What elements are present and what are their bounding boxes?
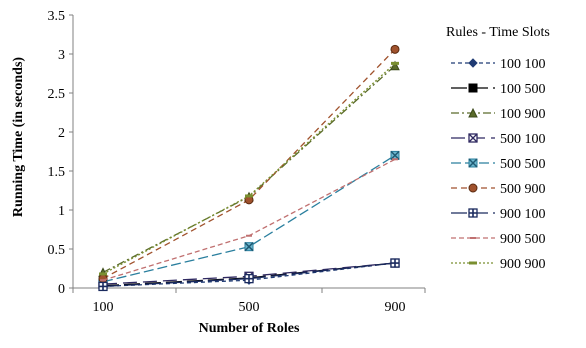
marker-plus-square xyxy=(244,273,254,284)
legend-label: 500 500 xyxy=(500,157,546,172)
marker-diamond xyxy=(468,58,478,68)
legend-item: 500 900 xyxy=(451,182,546,197)
legend-item: 100 500 xyxy=(451,82,546,97)
legend-item: 900 900 xyxy=(451,257,546,272)
series-500-500 xyxy=(98,150,400,287)
marker-bar xyxy=(469,261,477,265)
marker-dash xyxy=(100,279,106,282)
marker-dash xyxy=(470,237,476,239)
series-line xyxy=(102,262,396,288)
legend-item: 100 900 xyxy=(451,107,546,122)
legend-label: 900 900 xyxy=(500,257,546,272)
legend-item: 100 100 xyxy=(451,57,546,72)
y-tick-label: 0.5 xyxy=(48,243,66,258)
y-tick-label: 0 xyxy=(58,282,65,297)
marker-x xyxy=(244,242,254,252)
legend-label: 900 100 xyxy=(500,207,546,222)
marker-circle xyxy=(468,183,478,193)
legend-label: 500 900 xyxy=(500,182,546,197)
marker-bar xyxy=(245,194,253,198)
legend-label: 100 500 xyxy=(500,82,546,97)
legend-label: 100 100 xyxy=(500,57,546,72)
y-axis-title: Running Time (in seconds) xyxy=(11,57,26,217)
marker-triangle xyxy=(468,107,478,118)
y-tick-label: 3 xyxy=(58,48,65,63)
series-line xyxy=(102,158,396,281)
legend-label: 500 100 xyxy=(500,132,546,147)
legend-item: 500 100 xyxy=(451,132,546,147)
plot-area xyxy=(72,15,425,292)
marker-x-square xyxy=(468,133,478,143)
marker-bar xyxy=(99,272,107,276)
series-line xyxy=(102,65,396,273)
legend-label: 100 900 xyxy=(500,107,546,122)
marker-circle xyxy=(390,44,400,54)
series-line xyxy=(102,154,396,283)
marker-circle xyxy=(98,274,108,284)
marker-dash xyxy=(392,158,398,161)
marker-bar xyxy=(391,61,399,65)
marker-dash xyxy=(246,234,252,237)
legend-item: 900 100 xyxy=(451,207,546,222)
marker-plus-square xyxy=(468,208,478,218)
y-tick-label: 1 xyxy=(58,204,65,219)
x-tick-label: 100 xyxy=(93,300,114,315)
marker-triangle xyxy=(390,60,400,71)
marker-square xyxy=(468,83,478,93)
x-tick-label: 500 xyxy=(239,300,260,315)
y-tick-label: 1.5 xyxy=(48,165,66,180)
x-axis-ticks: 100 500 900 xyxy=(72,288,426,315)
y-tick-label: 2 xyxy=(58,126,65,141)
marker-x xyxy=(468,158,478,168)
legend-label: 900 500 xyxy=(500,232,546,247)
legend: Rules - Time Slots 100 100 100 500 100 900… xyxy=(446,25,550,272)
x-tick-label: 900 xyxy=(385,300,406,315)
x-axis-title: Number of Roles xyxy=(199,321,300,336)
legend-item: 900 500 xyxy=(451,232,546,247)
legend-title: Rules - Time Slots xyxy=(446,25,550,40)
marker-plus-square xyxy=(390,258,400,268)
y-axis-ticks: 0 0.5 1 1.5 2 2.5 3 3.5 xyxy=(48,9,73,297)
series-900-500 xyxy=(100,158,398,282)
marker-plus-square xyxy=(98,281,108,292)
series-900-900 xyxy=(99,61,399,276)
y-tick-label: 2.5 xyxy=(48,87,66,102)
marker-x xyxy=(390,150,400,160)
y-tick-label: 3.5 xyxy=(48,9,66,24)
legend-item: 500 500 xyxy=(451,157,546,172)
series-900-100 xyxy=(98,258,400,292)
